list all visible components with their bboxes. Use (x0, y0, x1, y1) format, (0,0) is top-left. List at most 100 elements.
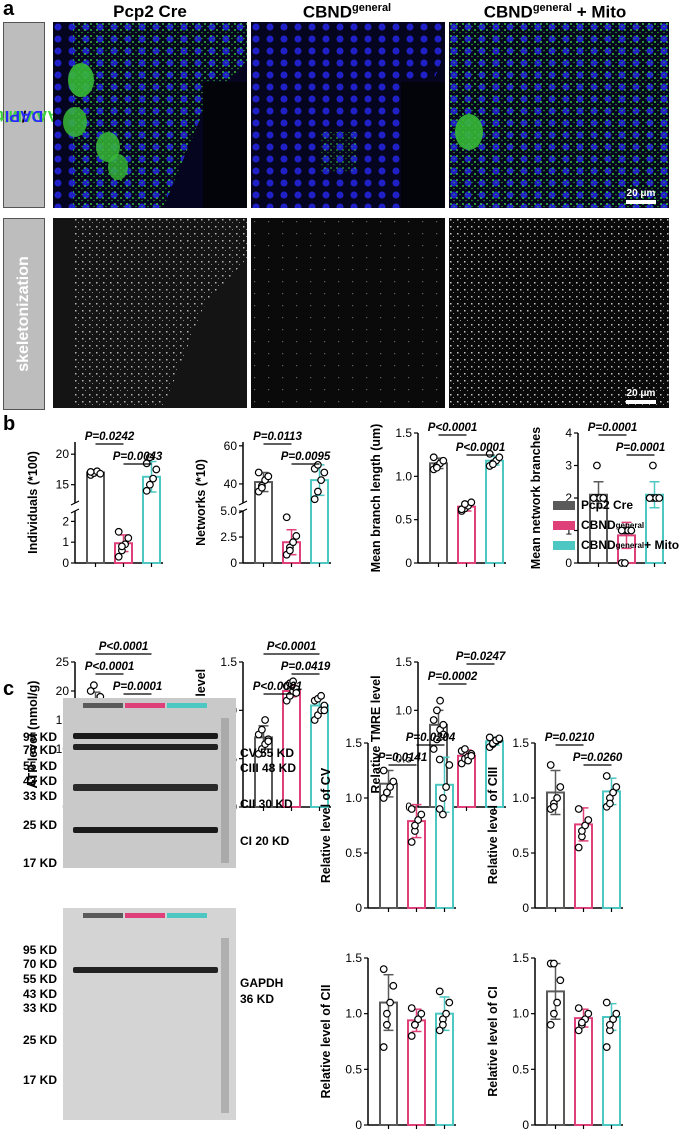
blot1-marker: 55 KD (23, 759, 58, 773)
data-point (445, 761, 454, 769)
data-point (442, 783, 451, 791)
y-tick-label: 4 (565, 426, 572, 440)
panel-letter-b: b (3, 413, 16, 435)
data-point (461, 500, 469, 508)
y-tick-label: 1.5 (220, 655, 237, 669)
data-point (584, 1009, 593, 1018)
axis-break (70, 500, 80, 506)
p-value-label: P<0.0001 (253, 681, 303, 693)
y-tick-label: 20 (56, 684, 70, 698)
y-axis-label: Mean network branches (529, 427, 543, 569)
blot1-marker: 17 KD (23, 856, 58, 870)
legend-swatch-mito (553, 540, 575, 550)
axis-break (238, 500, 248, 506)
y-axis-label: Relative level of CV (319, 767, 333, 883)
y-axis-label: Relative level of CI (486, 986, 500, 1096)
data-point (550, 802, 558, 811)
y-tick-label: 0 (230, 556, 237, 570)
data-point (292, 532, 301, 540)
data-point (407, 1032, 416, 1040)
chart-9: 0 0.5 1.0 1.5 Relative level of CII (319, 951, 456, 1129)
p-value-label: P=0.0095 (281, 451, 331, 463)
data-point (584, 816, 593, 824)
bar (379, 782, 398, 910)
data-point (467, 498, 476, 507)
data-point (485, 733, 494, 742)
y-tick-label: 1.0 (345, 791, 362, 805)
data-point (417, 1009, 426, 1018)
data-point (439, 1020, 447, 1029)
data-point (553, 998, 561, 1007)
data-point (258, 483, 266, 492)
data-point (124, 534, 133, 542)
data-point (314, 460, 322, 469)
data-point (407, 1004, 416, 1012)
blot1-marker: 70 KD (23, 743, 58, 757)
y-tick-label: 1 (565, 524, 572, 538)
data-point (495, 734, 504, 743)
western-blot-complexes (63, 698, 236, 868)
data-point (556, 976, 565, 985)
data-point (379, 965, 388, 974)
data-point (439, 794, 447, 802)
data-point (89, 681, 98, 690)
p-value-label: P=0.0001 (616, 442, 666, 454)
axis-break (70, 508, 80, 514)
y-tick-label: 0 (62, 556, 69, 570)
col-title-cbnd: CBNDgeneral (302, 2, 392, 22)
chart-10: 0 0.5 1.0 1.5 Relative level of CI (486, 951, 623, 1129)
band-cii: CII 30 KD (240, 797, 293, 811)
y-tick-label: 2 (565, 491, 572, 505)
data-point (439, 730, 448, 739)
data-point (602, 998, 611, 1007)
data-point (264, 472, 273, 481)
row-label-skeletonization: skeletonization (3, 218, 45, 410)
blot1-marker: 95 KD (23, 730, 58, 744)
data-point (495, 453, 504, 462)
data-point (574, 805, 583, 813)
data-point (442, 1009, 451, 1018)
data-point (383, 1020, 391, 1029)
bar (574, 1017, 593, 1126)
data-point (389, 981, 398, 990)
data-point (286, 546, 294, 555)
data-point (589, 494, 598, 502)
y-axis-label: Relative TMRE level (369, 675, 383, 793)
data-point (261, 716, 270, 724)
data-point (433, 735, 441, 744)
y-tick-label: 20 (56, 447, 70, 461)
blot2-marker: 43 KD (23, 987, 58, 1001)
chart-2: 0 0.5 1.0 1.5 Mean branch length (um) P<0.000… (369, 422, 506, 572)
p-value-label: P=0.0260 (573, 752, 623, 764)
data-point (383, 788, 391, 797)
data-point (655, 494, 664, 502)
blot1-marker: 43 KD (23, 774, 58, 788)
chart-1: 0 2.5 5.0 40 60 Networks (*10) P=0.0113 P=0.009… (194, 431, 331, 570)
data-point (435, 1026, 444, 1035)
chart-7: 0 0.5 1.0 1.5 Relative level of CV P=0.0204 P=… (319, 732, 456, 915)
data-point (612, 783, 621, 791)
data-point (389, 777, 398, 786)
y-tick-label: 25 (56, 655, 70, 669)
y-tick-label: 40 (224, 477, 238, 491)
data-point (578, 827, 586, 835)
scalebar-bottom: 20 μm (621, 388, 661, 404)
data-point (461, 745, 469, 753)
p-value-label: P<0.0001 (456, 442, 506, 454)
p-value-label: P=0.0002 (428, 671, 478, 683)
data-point (602, 1043, 611, 1051)
band-gapdh: GAPDH (240, 976, 284, 990)
legend-item-cbnd: CBND general (553, 515, 679, 535)
y-tick-label: 1.5 (512, 736, 529, 750)
data-point (439, 456, 448, 465)
bar (457, 505, 476, 564)
y-tick-label: 1.5 (345, 951, 362, 965)
p-value-label: P=0.0242 (85, 431, 135, 443)
data-point (574, 843, 583, 852)
band-cv: CV 55 KD (240, 746, 295, 760)
y-tick-label: 0.5 (395, 513, 412, 527)
data-point (254, 468, 263, 477)
p-value-label: P=0.0043 (113, 451, 163, 463)
data-point (439, 720, 448, 729)
y-tick-label: 3 (565, 459, 572, 473)
